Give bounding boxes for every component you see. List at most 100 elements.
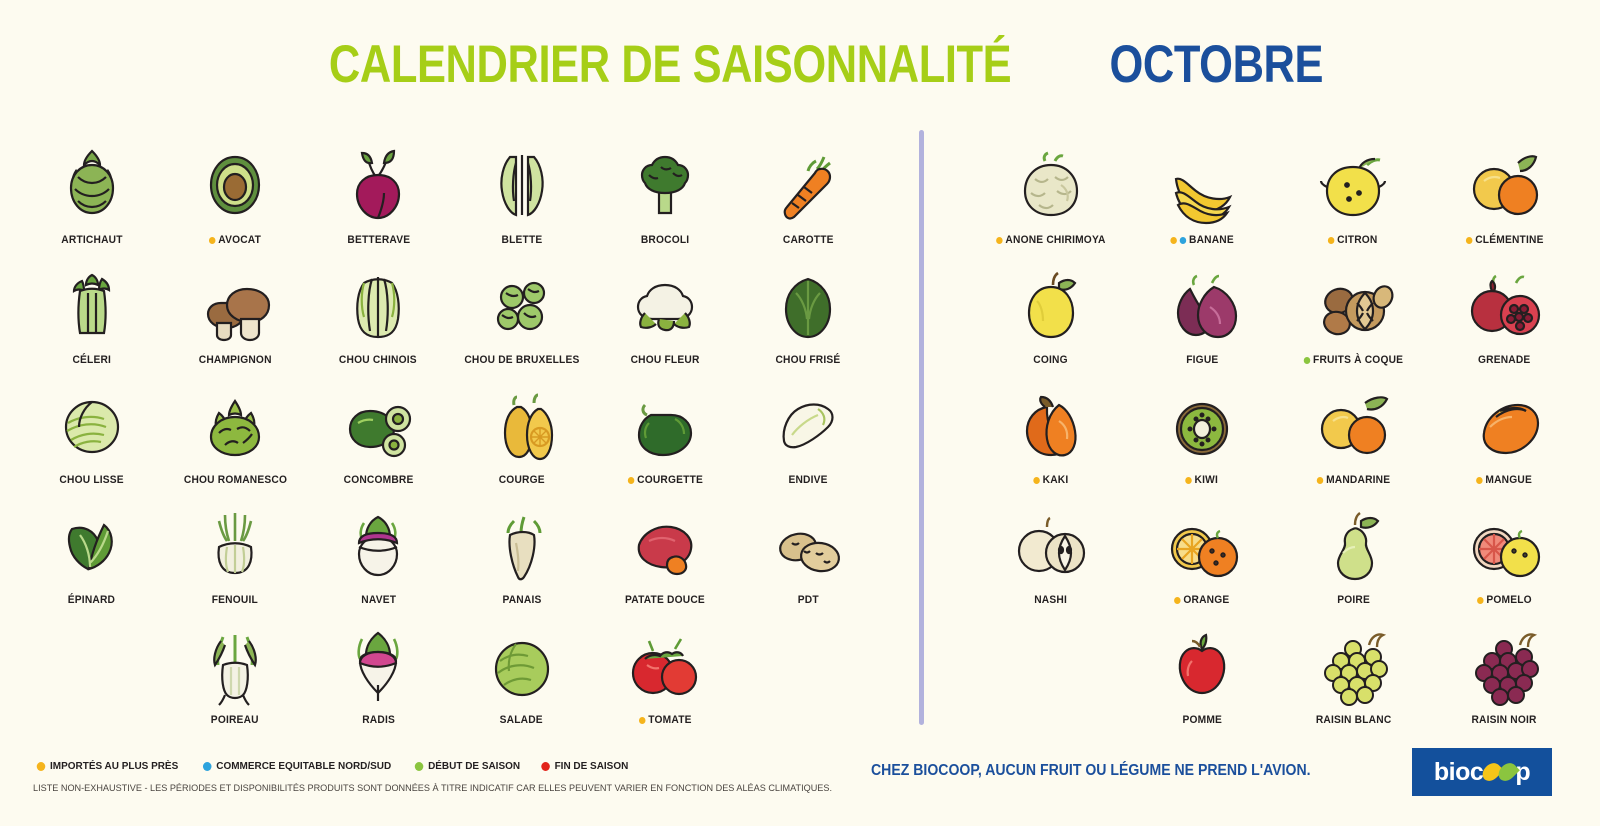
produce-item[interactable]: BETTERAVE [307, 128, 450, 248]
produce-name: ARTICHAUT [60, 234, 123, 246]
produce-item[interactable]: CHAMPIGNON [163, 248, 306, 368]
cherimoya-icon [996, 143, 1106, 229]
produce-item[interactable]: ARTICHAUT [20, 128, 163, 248]
produce-item[interactable]: BROCOLI [593, 128, 736, 248]
cucumber-icon [323, 383, 433, 469]
legend-label: DÉBUT DE SAISON [428, 760, 521, 772]
produce-item[interactable]: PANAIS [450, 488, 593, 608]
produce-item[interactable]: COURGETTE [593, 368, 736, 488]
legend-dot [36, 761, 46, 771]
produce-item[interactable]: ÉPINARD [20, 488, 163, 608]
produce-name: CAROTTE [782, 234, 834, 246]
legend-label: COMMERCE EQUITABLE NORD/SUD [216, 760, 392, 772]
chinese-cabbage-icon [323, 263, 433, 349]
produce-name: TOMATE [647, 714, 692, 726]
produce-name: ÉPINARD [67, 594, 116, 606]
status-dot [627, 476, 634, 484]
produce-name: BROCOLI [640, 234, 690, 246]
produce-item[interactable]: TOMATE [593, 608, 736, 728]
produce-item[interactable]: CAROTTE [737, 128, 880, 248]
produce-label: MANGUE [1476, 474, 1532, 486]
produce-item[interactable]: RAISIN BLANC [1278, 608, 1429, 728]
produce-item[interactable]: MANGUE [1429, 368, 1580, 488]
produce-item[interactable]: BANANE [1126, 128, 1277, 248]
produce-name: SALADE [500, 714, 544, 726]
legend: IMPORTÉS AU PLUS PRÈS COMMERCE EQUITABLE … [33, 760, 631, 772]
produce-item[interactable]: COING [975, 248, 1126, 368]
title-main: CALENDRIER DE SAISONNALITÉ [328, 35, 1012, 94]
produce-item[interactable]: CITRON [1278, 128, 1429, 248]
produce-item[interactable]: ENDIVE [737, 368, 880, 488]
produce-item[interactable]: NASHI [975, 488, 1126, 608]
produce-name: PANAIS [502, 594, 542, 606]
status-dot [1303, 356, 1310, 364]
broccoli-icon [610, 143, 720, 229]
produce-item[interactable]: FIGUE [1126, 248, 1277, 368]
legend-disclaimer: LISTE NON-EXHAUSTIVE - LES PÉRIODES ET D… [33, 783, 833, 794]
produce-label: CHOU ROMANESCO [183, 474, 286, 486]
produce-name: ORANGE [1183, 594, 1230, 606]
produce-name: CHAMPIGNON [198, 354, 272, 366]
produce-item[interactable]: AVOCAT [163, 128, 306, 248]
turnip-icon [323, 503, 433, 589]
produce-item[interactable]: FENOUIL [163, 488, 306, 608]
produce-name: POIRE [1336, 594, 1370, 606]
produce-name: RAISIN BLANC [1315, 714, 1391, 726]
produce-item[interactable]: KIWI [1126, 368, 1277, 488]
produce-item[interactable]: CÉLERI [20, 248, 163, 368]
pomelo-icon [1449, 503, 1559, 589]
produce-item[interactable]: SALADE [450, 608, 593, 728]
legend-dot [202, 761, 212, 771]
nashi-pear-icon [996, 503, 1106, 589]
produce-name: FIGUE [1185, 354, 1218, 366]
produce-item[interactable]: POMELO [1429, 488, 1580, 608]
brussels-sprouts-icon [467, 263, 577, 349]
produce-item[interactable]: GRENADE [1429, 248, 1580, 368]
produce-item[interactable]: FRUITS À COQUE [1278, 248, 1429, 368]
orange-icon [1147, 503, 1257, 589]
produce-label: PATATE DOUCE [625, 594, 705, 606]
produce-name: PATATE DOUCE [625, 594, 705, 606]
produce-item[interactable]: CHOU ROMANESCO [163, 368, 306, 488]
produce-item[interactable]: NAVET [307, 488, 450, 608]
produce-item[interactable]: CHOU FRISÉ [737, 248, 880, 368]
fennel-icon [180, 503, 290, 589]
legend-item: IMPORTÉS AU PLUS PRÈS [36, 760, 179, 772]
produce-item[interactable]: CHOU CHINOIS [307, 248, 450, 368]
produce-item[interactable]: CLÉMENTINE [1429, 128, 1580, 248]
status-dot [1465, 236, 1473, 244]
produce-item[interactable]: POMME [1126, 608, 1277, 728]
produce-item[interactable]: POIREAU [163, 608, 306, 728]
produce-item[interactable]: CHOU DE BRUXELLES [450, 248, 593, 368]
produce-label: COURGETTE [627, 474, 702, 486]
produce-item[interactable]: RAISIN NOIR [1429, 608, 1580, 728]
biocoop-logo: bioc p [1412, 748, 1552, 796]
produce-item[interactable]: ANONE CHIRIMOYA [975, 128, 1126, 248]
produce-item[interactable]: MANDARINE [1278, 368, 1429, 488]
clementine-icon [1449, 143, 1559, 229]
produce-item[interactable]: BLETTE [450, 128, 593, 248]
produce-item[interactable]: COURGE [450, 368, 593, 488]
potato-icon [753, 503, 863, 589]
produce-item[interactable]: ORANGE [1126, 488, 1277, 608]
produce-item[interactable]: CHOU FLEUR [593, 248, 736, 368]
produce-label: ANONE CHIRIMOYA [995, 234, 1105, 246]
produce-name: FENOUIL [211, 594, 259, 606]
produce-item[interactable]: POIRE [1278, 488, 1429, 608]
banana-icon [1147, 143, 1257, 229]
produce-label: CHOU CHINOIS [339, 354, 417, 366]
romanesco-icon [180, 383, 290, 469]
produce-label: RAISIN NOIR [1472, 714, 1537, 726]
sweet-potato-icon [610, 503, 720, 589]
produce-item[interactable]: CONCOMBRE [307, 368, 450, 488]
produce-item[interactable]: PDT [737, 488, 880, 608]
produce-item[interactable]: RADIS [307, 608, 450, 728]
apple-icon [1147, 623, 1257, 709]
produce-label: KAKI [1033, 474, 1068, 486]
produce-label: PDT [798, 594, 819, 606]
produce-item[interactable]: PATATE DOUCE [593, 488, 736, 608]
produce-label: CHOU DE BRUXELLES [464, 354, 579, 366]
produce-item[interactable]: CHOU LISSE [20, 368, 163, 488]
page-title: CALENDRIER DE SAISONNALITÉ OCTOBRE [0, 34, 1600, 95]
produce-item[interactable]: KAKI [975, 368, 1126, 488]
